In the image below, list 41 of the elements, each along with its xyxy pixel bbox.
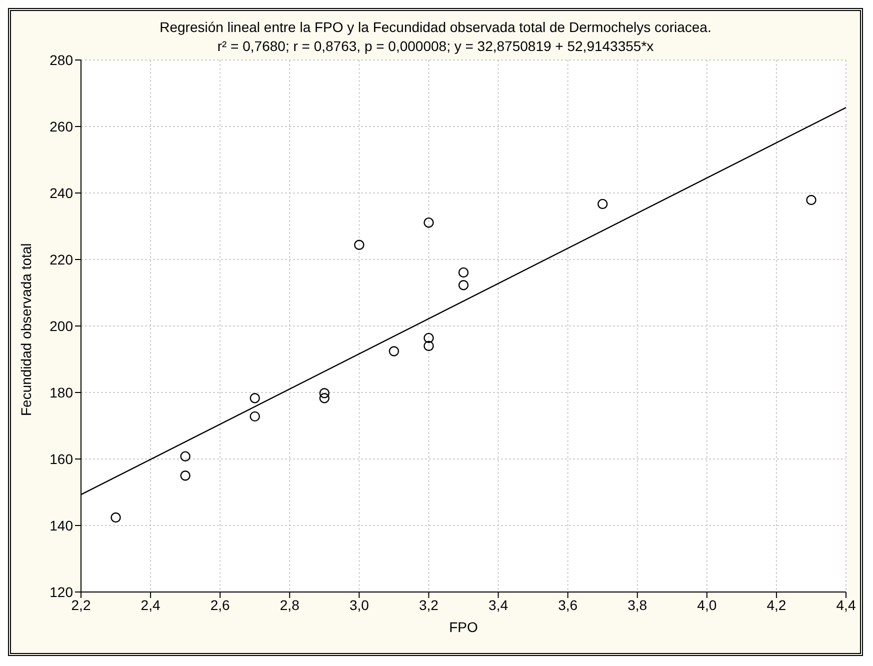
y-axis-title: Fecundidad observada total: [18, 243, 34, 416]
point: [424, 340, 434, 352]
x-tick-label: 4,0: [697, 596, 717, 613]
point: [250, 393, 260, 404]
y-tick-label: 160: [50, 450, 74, 467]
x-axis-title: FPO: [449, 619, 478, 635]
y-tick-label: 120: [50, 584, 74, 600]
x-tick-label: 4,2: [766, 596, 786, 613]
x-tick-label: 3,8: [628, 596, 648, 613]
point: [458, 280, 469, 290]
point: [388, 346, 400, 356]
chart-title: Regresión lineal entre la FPO y la Fecundidad observada total de Dermochelys coriacea.: [158, 19, 712, 35]
x-tick-label: 2,4: [140, 596, 160, 613]
point: [806, 194, 816, 206]
point: [424, 217, 434, 228]
point: [354, 240, 364, 250]
y-tick-label: 260: [50, 118, 74, 134]
point: [597, 198, 608, 210]
y-tick-label: 280: [50, 52, 74, 68]
x-tick-label: 4,4: [836, 596, 856, 613]
point: [250, 411, 260, 422]
x-tick-label: 3,2: [418, 596, 439, 613]
point: [319, 388, 330, 398]
y-tick-label: 200: [50, 318, 74, 334]
x-tick-label: 3,4: [488, 596, 508, 613]
point: [458, 267, 469, 278]
y-tick-label: 240: [50, 184, 74, 201]
point: [180, 451, 190, 462]
y-tick-label: 220: [50, 251, 74, 268]
x-tick-label: 3,0: [349, 596, 370, 613]
y-tick-label: 140: [50, 517, 74, 534]
x-tick-label: 2,2: [71, 596, 91, 613]
x-tick-label: 3,6: [558, 596, 578, 613]
point: [180, 470, 190, 481]
point: [110, 512, 121, 523]
chart-subtitle: r² = 0,7680; r = 0,8763, p = 0,000008; y = 32,8750819 + 52,9143355*x: [217, 38, 654, 54]
point: [424, 332, 434, 344]
x-tick-label: 2,6: [210, 596, 230, 613]
x-tick-label: 2,8: [280, 596, 300, 613]
y-tick-label: 180: [50, 384, 74, 400]
point: [319, 393, 330, 404]
